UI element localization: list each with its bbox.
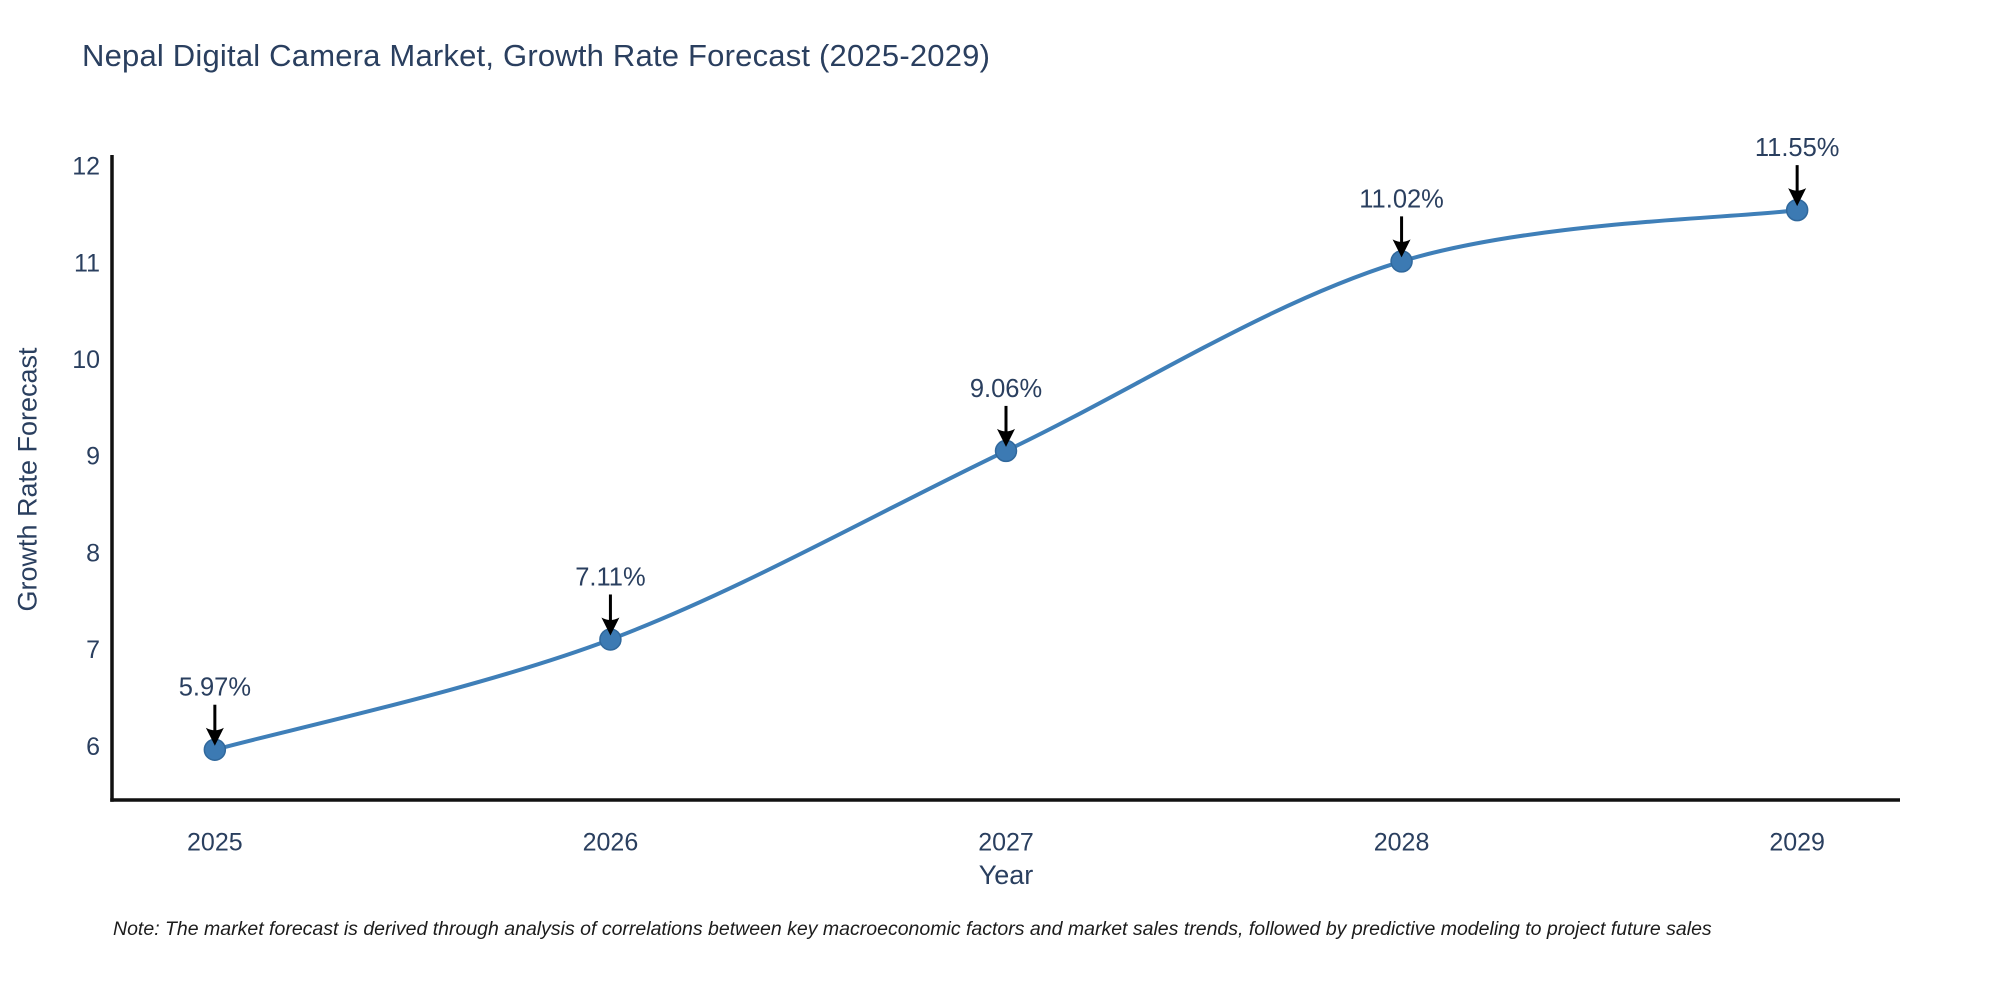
point-annotation-label: 11.02% — [1359, 185, 1444, 213]
y-tick-label: 7 — [86, 636, 100, 664]
y-tick-label: 11 — [74, 249, 100, 277]
chart-title: Nepal Digital Camera Market, Growth Rate… — [82, 38, 991, 73]
point-annotation-label: 7.11% — [575, 563, 645, 591]
y-tick-label: 9 — [86, 443, 100, 471]
trend-line — [212, 208, 1800, 752]
x-tick-label: 2027 — [978, 829, 1034, 857]
annotation-arrowhead — [1392, 239, 1411, 258]
x-tick-label: 2029 — [1769, 829, 1825, 857]
point-annotation-label: 9.06% — [970, 375, 1042, 403]
x-tick-label: 2028 — [1374, 829, 1430, 857]
y-tick-label: 10 — [72, 346, 100, 374]
point-annotation-label: 5.97% — [179, 674, 251, 702]
annotation-arrowhead — [1788, 188, 1807, 207]
y-axis-title: Growth Rate Forecast — [12, 347, 43, 612]
y-tick-label: 6 — [86, 733, 100, 761]
footnote: Note: The market forecast is derived thr… — [113, 918, 1712, 940]
annotation-arrowhead — [601, 617, 620, 636]
y-tick-label: 8 — [86, 539, 100, 567]
x-tick-label: 2026 — [583, 829, 639, 857]
x-axis-title: Year — [978, 860, 1034, 890]
y-tick-label: 12 — [72, 153, 100, 181]
point-annotation-label: 11.55% — [1755, 134, 1840, 162]
annotation-arrowhead — [997, 428, 1015, 447]
annotation-arrowhead — [205, 727, 224, 746]
x-tick-label: 2025 — [187, 829, 243, 857]
